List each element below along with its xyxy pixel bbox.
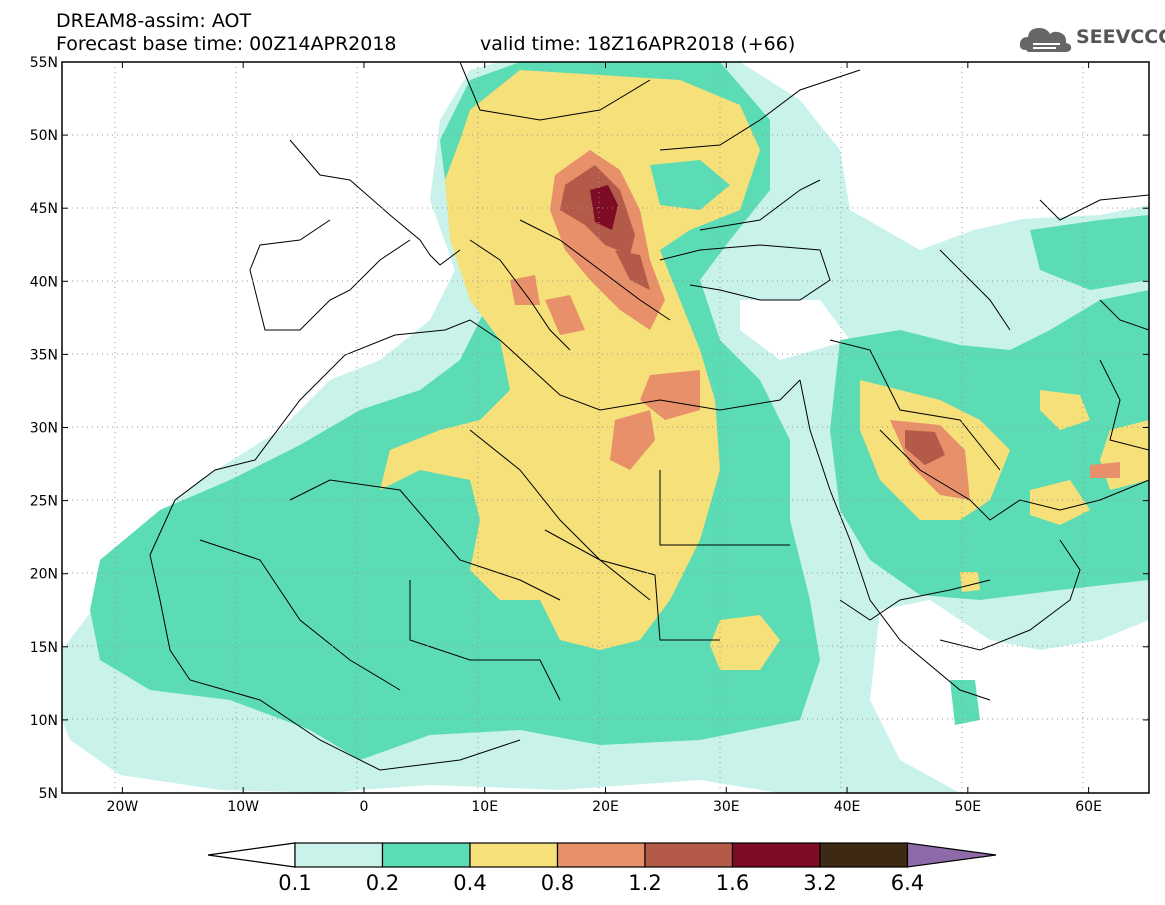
logo-text: SEEVCCC: [1076, 26, 1165, 48]
map-title: DREAM8-assim: AOT: [56, 10, 252, 32]
colorbar-bin: [644, 842, 734, 868]
lat-tick-label: 25N: [30, 494, 58, 510]
lon-tick-label: 20W: [107, 799, 139, 815]
lon-tick-label: 10W: [227, 799, 259, 815]
graticule: [62, 62, 1149, 793]
lat-tick-label: 35N: [30, 347, 58, 363]
colorbar-label: 3.2: [803, 871, 836, 895]
lon-tick-label: 60E: [1075, 799, 1102, 815]
colorbar-label: 1.6: [716, 871, 749, 895]
colorbar-bin: [469, 842, 559, 868]
colorbar-label: 6.4: [891, 871, 924, 895]
longitude-ticks: 20W 10W 0 10E 20E 30E 40E 50E 60E: [107, 62, 1102, 815]
seevccc-logo: SEEVCCC: [1018, 22, 1165, 56]
colorbar-label: 0.8: [541, 871, 574, 895]
lon-tick-label: 50E: [954, 799, 981, 815]
colorbar-bin: [381, 842, 471, 868]
colorbar-label: 0.1: [278, 871, 311, 895]
lat-tick-label: 45N: [30, 201, 58, 217]
colorbar-label: 1.2: [628, 871, 661, 895]
colorbar-bin: [819, 842, 909, 868]
colorbar-over-arrow: [906, 842, 997, 868]
forecast-base-time: Forecast base time: 00Z14APR2018: [56, 33, 397, 55]
lat-tick-label: 30N: [30, 421, 58, 437]
lon-tick-label: 10E: [471, 799, 498, 815]
colorbar-label: 0.4: [453, 871, 486, 895]
colorbar: 0.1 0.2 0.4 0.8 1.2 1.6 3.2 6.4: [207, 842, 997, 895]
colorbar-bin: [731, 842, 821, 868]
lon-tick-label: 40E: [834, 799, 861, 815]
aot-contour-0.4: [380, 70, 760, 650]
colorbar-bin: [294, 842, 384, 868]
aot-contour-1.6: [590, 185, 618, 230]
cloud-icon: [1019, 28, 1072, 52]
lon-tick-label: 20E: [592, 799, 619, 815]
lon-tick-label: 30E: [713, 799, 740, 815]
lat-tick-label: 10N: [30, 713, 58, 729]
lon-tick-label: 0: [359, 799, 368, 815]
lat-tick-label: 40N: [30, 274, 58, 290]
lat-tick-label: 20N: [30, 567, 58, 583]
colorbar-label: 0.2: [366, 871, 399, 895]
valid-time: valid time: 18Z16APR2018 (+66): [480, 33, 796, 55]
coastlines: [149, 62, 1149, 771]
lat-tick-label: 15N: [30, 640, 58, 656]
colorbar-under-arrow: [207, 842, 296, 868]
aot-field: [62, 62, 1149, 793]
lat-tick-label: 50N: [30, 128, 58, 144]
lat-tick-label: 5N: [39, 786, 58, 802]
colorbar-bin: [556, 842, 646, 868]
latitude-ticks: 55N 50N 45N 40N 35N 30N 25N 20N 15N 10N 5N: [30, 55, 1149, 802]
lat-tick-label: 55N: [30, 55, 58, 71]
